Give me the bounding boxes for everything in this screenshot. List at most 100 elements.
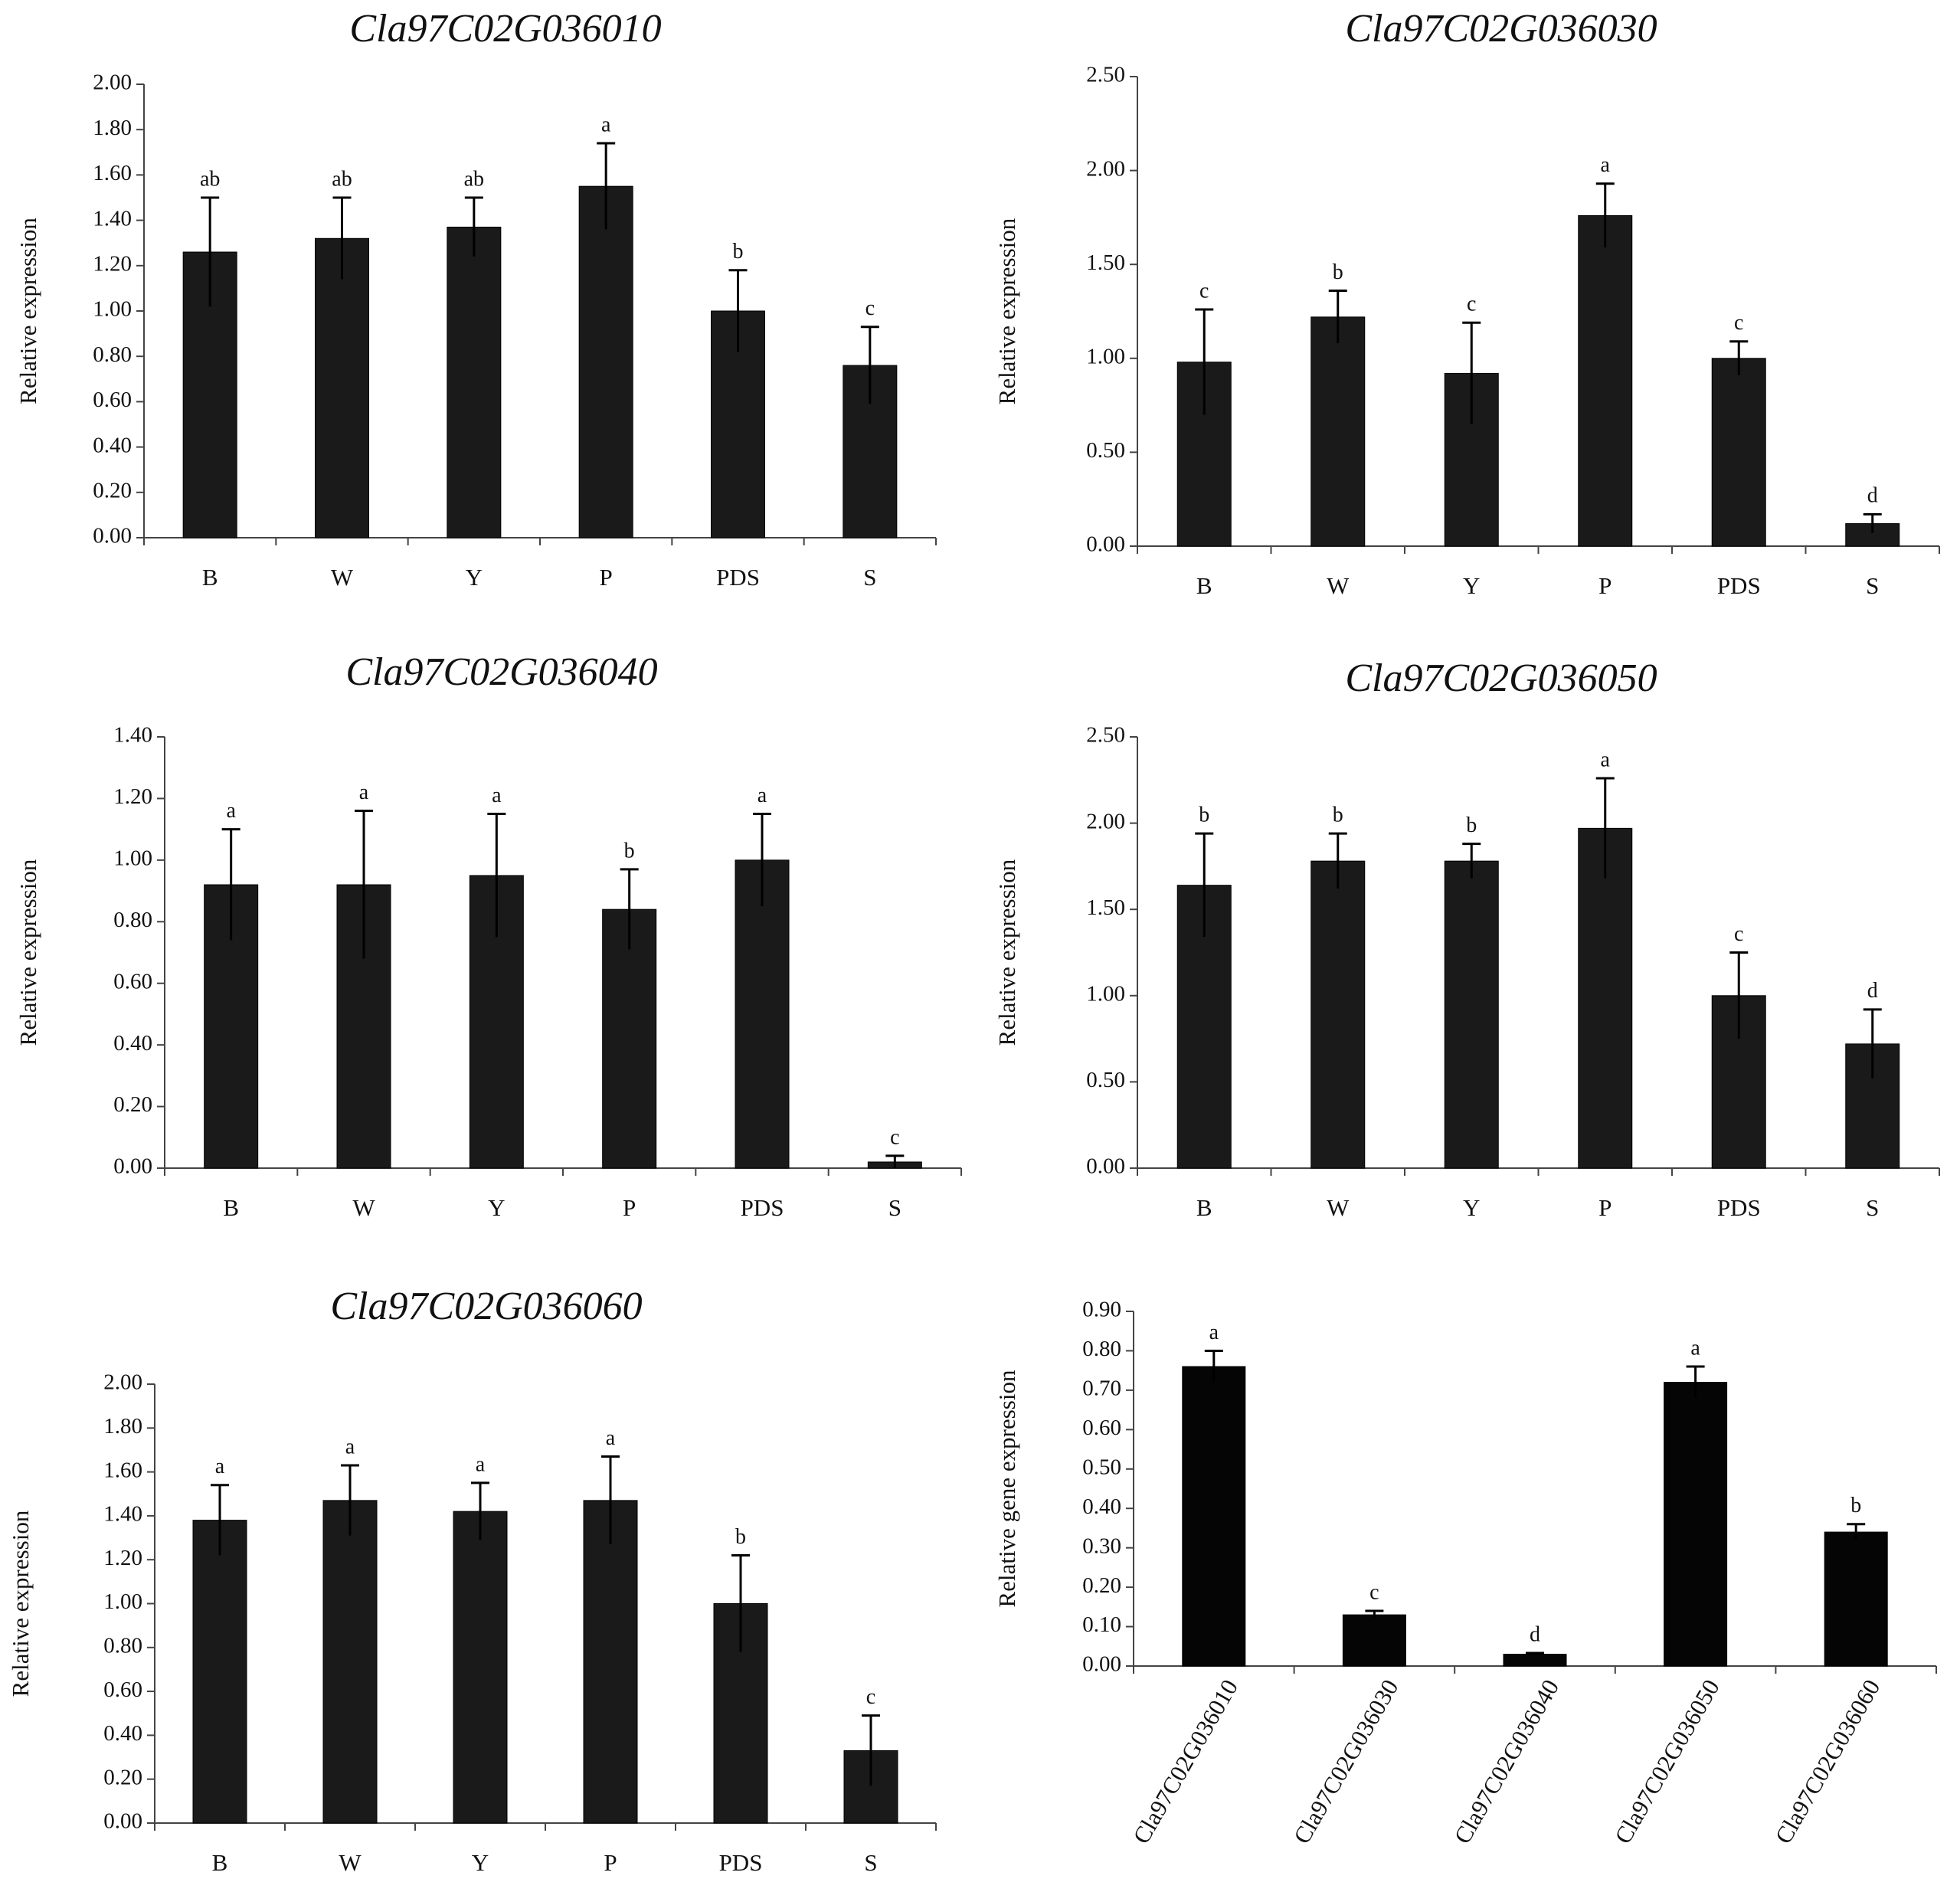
x-tick-label: PDS: [716, 564, 760, 591]
x-tick-label: Y: [1463, 1194, 1480, 1221]
bar: [315, 237, 369, 538]
chart-panel-1: Cla97C02G036010 0.00 0.20 0.40 0.60 0.80 1.00 1…: [15, 7, 937, 591]
y-tick-label: 0.20: [113, 1092, 152, 1117]
y-tick-label: 1.00: [113, 846, 152, 871]
x-tick-label: S: [864, 1849, 877, 1876]
x-tick-label: Y: [1463, 572, 1480, 599]
y-tick-label: 2.00: [93, 70, 132, 95]
y-tick-label: 1.20: [113, 784, 152, 809]
x-tick-label: Cla97C02G036050: [1609, 1675, 1725, 1848]
chart-panel-5: Cla97C02G036060 0.00 0.20 0.40 0.60 0.80 1.00 1…: [7, 1285, 937, 1876]
significance-label: a: [226, 799, 236, 823]
x-tick-label: B: [202, 564, 218, 591]
significance-label: c: [1734, 922, 1743, 946]
y-tick-label: 0.80: [113, 908, 152, 932]
significance-label: b: [1466, 813, 1477, 837]
y-tick-label: 0.40: [93, 433, 132, 457]
x-tick-label: B: [212, 1849, 228, 1876]
y-axis-label: Relative expression: [15, 218, 41, 404]
x-tick-label: W: [339, 1849, 362, 1876]
x-tick-label: B: [1196, 572, 1212, 599]
chart-panel-6: 0.00 0.10 0.20 0.30 0.40 0.50 0.60 0.70 0.80 0.90…: [993, 1298, 1937, 1848]
x-tick-label: B: [1196, 1194, 1212, 1221]
bar: [453, 1511, 508, 1824]
bar: [192, 1520, 247, 1824]
y-tick-label: 0.50: [1086, 438, 1125, 463]
y-tick-label: 1.80: [93, 116, 132, 140]
bar: [1310, 316, 1366, 547]
y-tick-label: 1.40: [93, 206, 132, 231]
y-axis-label: Relative gene expression: [993, 1370, 1020, 1607]
x-tick-label: PDS: [719, 1849, 763, 1876]
bar: [1664, 1382, 1728, 1667]
y-tick-label: 1.00: [103, 1589, 142, 1614]
significance-label: c: [866, 1685, 875, 1709]
significance-label: c: [865, 296, 875, 320]
significance-label: b: [1199, 804, 1209, 827]
bar: [1444, 860, 1499, 1169]
y-tick-label: 0.10: [1082, 1612, 1121, 1637]
chart-panel-3: Cla97C02G036040 0.00 0.20 0.40 0.60 0.80 1.00 1…: [15, 650, 962, 1221]
y-tick-label: 1.00: [1086, 344, 1125, 368]
y-tick-label: 2.00: [1086, 156, 1125, 181]
chart-title: Cla97C02G036060: [330, 1285, 642, 1328]
y-tick-label: 0.00: [1086, 1154, 1125, 1179]
y-tick-label: 1.20: [93, 251, 132, 276]
chart-title: Cla97C02G036050: [1345, 656, 1657, 700]
y-tick-label: 0.40: [103, 1721, 142, 1746]
y-tick-label: 2.50: [1086, 723, 1125, 748]
y-tick-label: 0.00: [1086, 532, 1125, 557]
x-tick-label: PDS: [1717, 572, 1761, 599]
y-tick-label: 1.60: [103, 1458, 142, 1482]
y-tick-label: 1.20: [103, 1546, 142, 1570]
bar: [578, 185, 633, 538]
y-tick-label: 0.70: [1082, 1376, 1121, 1401]
bar: [1342, 1614, 1406, 1667]
significance-label: a: [215, 1455, 225, 1478]
bar: [322, 1500, 378, 1824]
y-tick-label: 0.60: [1082, 1416, 1121, 1440]
y-tick-label: 0.00: [113, 1154, 152, 1179]
significance-label: a: [1601, 153, 1611, 177]
x-tick-label: P: [1598, 572, 1612, 599]
y-tick-label: 0.80: [1082, 1337, 1121, 1361]
x-tick-label: S: [1866, 1194, 1879, 1221]
y-tick-label: 2.50: [1086, 63, 1125, 87]
significance-label: d: [1530, 1622, 1540, 1646]
bar: [447, 226, 502, 538]
chart-panel-4: Cla97C02G036050 0.00 0.50 1.00 1.50 2.00 2.50 R…: [993, 656, 1940, 1221]
chart-title: Cla97C02G036010: [349, 7, 661, 51]
significance-label: a: [492, 784, 502, 807]
significance-label: ab: [332, 167, 352, 191]
y-tick-label: 0.20: [103, 1765, 142, 1789]
x-tick-label: P: [600, 564, 613, 591]
y-tick-label: 0.30: [1082, 1534, 1121, 1558]
significance-label: b: [1850, 1494, 1861, 1517]
bar: [1578, 214, 1633, 547]
significance-label: a: [476, 1452, 486, 1476]
significance-label: b: [1333, 260, 1343, 284]
y-tick-label: 0.50: [1082, 1455, 1121, 1479]
significance-label: b: [624, 839, 635, 863]
x-tick-label: W: [1327, 572, 1350, 599]
y-tick-label: 1.60: [93, 161, 132, 185]
significance-label: c: [890, 1125, 899, 1149]
bar: [583, 1500, 638, 1824]
x-tick-label: W: [1327, 1194, 1350, 1221]
significance-label: c: [1734, 311, 1743, 335]
bar: [602, 908, 657, 1169]
significance-label: ab: [200, 167, 220, 191]
significance-label: a: [606, 1426, 616, 1450]
significance-label: d: [1867, 979, 1878, 1003]
y-tick-label: 0.80: [103, 1633, 142, 1658]
significance-label: a: [359, 781, 369, 804]
x-tick-label: S: [863, 564, 876, 591]
significance-label: a: [345, 1435, 355, 1458]
y-tick-label: 2.00: [103, 1370, 142, 1395]
x-tick-label: PDS: [741, 1194, 784, 1221]
y-tick-label: 1.50: [1086, 250, 1125, 275]
bar: [735, 859, 790, 1169]
y-tick-label: 1.80: [103, 1414, 142, 1439]
